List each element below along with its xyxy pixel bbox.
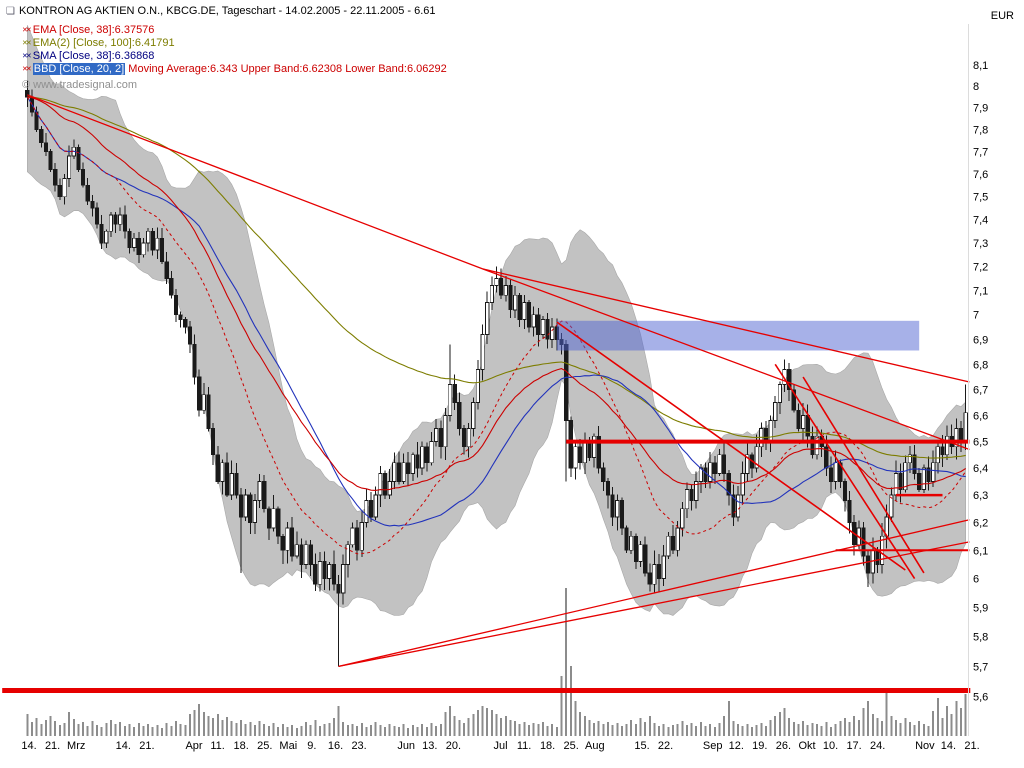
legend-item-ema38[interactable]: ✕✕ EMA [Close, 38]:6.37576 — [22, 24, 447, 37]
svg-text:8,1: 8,1 — [973, 60, 988, 72]
legend-item-ema100[interactable]: ✕✕ EMA(2) [Close, 100]:6.41791 — [22, 37, 447, 50]
svg-text:5,6: 5,6 — [973, 692, 988, 704]
svg-text:16.: 16. — [328, 740, 343, 752]
series-sample-icon: ✕✕ — [22, 53, 32, 60]
svg-text:6,1: 6,1 — [973, 545, 988, 557]
svg-text:6,2: 6,2 — [973, 517, 988, 529]
svg-text:6,7: 6,7 — [973, 385, 988, 397]
svg-text:14.: 14. — [21, 740, 36, 752]
bollinger-band — [27, 25, 966, 616]
svg-text:7,2: 7,2 — [973, 262, 988, 274]
svg-text:21.: 21. — [139, 740, 154, 752]
svg-text:Mrz: Mrz — [67, 740, 85, 752]
candles — [25, 80, 968, 667]
svg-text:20.: 20. — [446, 740, 461, 752]
legend-label: SMA [Close, 38]:6.36868 — [32, 50, 155, 62]
svg-text:21.: 21. — [964, 740, 979, 752]
svg-text:7: 7 — [973, 310, 979, 322]
svg-text:14.: 14. — [116, 740, 131, 752]
svg-text:Mai: Mai — [279, 740, 297, 752]
chart-title: KONTRON AG AKTIEN O.N., KBCG.DE, Tagesch… — [18, 5, 436, 17]
svg-text:Jun: Jun — [397, 740, 415, 752]
svg-text:7,3: 7,3 — [973, 238, 988, 250]
svg-text:5,8: 5,8 — [973, 632, 988, 644]
svg-text:11.: 11. — [517, 740, 531, 752]
svg-text:6,3: 6,3 — [973, 490, 988, 502]
watermark: © www.tradesignal.com — [22, 79, 138, 91]
ema38-line — [27, 96, 966, 491]
svg-text:24.: 24. — [870, 740, 885, 752]
svg-text:7,9: 7,9 — [973, 103, 988, 115]
trendlines — [2, 94, 971, 693]
svg-text:19.: 19. — [752, 740, 767, 752]
title-bar: ❏ KONTRON AG AKTIEN O.N., KBCG.DE, Tagesc… — [6, 5, 436, 17]
svg-text:17.: 17. — [846, 740, 861, 752]
series-sample-icon: ✕✕ — [22, 27, 32, 34]
svg-text:26.: 26. — [776, 740, 791, 752]
svg-text:11.: 11. — [210, 740, 224, 752]
series-sample-icon: ✕✕ — [22, 40, 32, 47]
volume-bars — [26, 588, 967, 736]
legend-label-selected: BBD [Close, 20, 2] — [32, 63, 126, 75]
indicator-legend: ✕✕ EMA [Close, 38]:6.37576 ✕✕ EMA(2) [Clos… — [22, 24, 447, 76]
svg-text:9.: 9. — [307, 740, 316, 752]
svg-text:18.: 18. — [234, 740, 249, 752]
svg-text:Aug: Aug — [585, 740, 605, 752]
legend-item-bbd[interactable]: ✕✕ BBD [Close, 20, 2] Moving Average:6.34… — [22, 63, 447, 76]
svg-text:22.: 22. — [658, 740, 673, 752]
svg-text:7,4: 7,4 — [973, 215, 988, 227]
svg-text:6,9: 6,9 — [973, 334, 988, 346]
svg-text:Sep: Sep — [703, 740, 723, 752]
resistance-zone-rect — [556, 320, 920, 351]
svg-text:7,6: 7,6 — [973, 169, 988, 181]
currency-label: EUR — [990, 10, 1014, 22]
svg-text:6,4: 6,4 — [973, 463, 988, 475]
legend-label: Moving Average:6.343 Upper Band:6.62308 … — [125, 63, 447, 75]
svg-text:8: 8 — [973, 81, 979, 93]
legend-item-sma38[interactable]: ✕✕ SMA [Close, 38]:6.36868 — [22, 50, 447, 63]
sma38-line — [26, 96, 966, 527]
svg-text:21.: 21. — [45, 740, 60, 752]
svg-text:5,9: 5,9 — [973, 602, 988, 614]
svg-text:7,8: 7,8 — [973, 125, 988, 137]
svg-text:6,8: 6,8 — [973, 359, 988, 371]
svg-text:13.: 13. — [422, 740, 437, 752]
svg-text:Okt: Okt — [798, 740, 815, 752]
legend-label: EMA [Close, 38]:6.37576 — [32, 24, 155, 36]
svg-text:6,6: 6,6 — [973, 410, 988, 422]
svg-text:7,5: 7,5 — [973, 192, 988, 204]
svg-text:5,7: 5,7 — [973, 661, 988, 673]
svg-text:14.: 14. — [941, 740, 956, 752]
svg-text:10.: 10. — [823, 740, 838, 752]
svg-text:23.: 23. — [351, 740, 366, 752]
svg-text:18.: 18. — [540, 740, 555, 752]
series-sample-icon: ✕✕ — [22, 66, 32, 73]
svg-text:15.: 15. — [634, 740, 649, 752]
svg-text:7,1: 7,1 — [973, 285, 988, 297]
x-axis-labels: 14. 21. Mrz 14. 21. Apr 11. 18. 25. Mai 9. 16. 23. Ju… — [21, 740, 979, 752]
svg-text:6: 6 — [973, 574, 979, 586]
svg-text:25.: 25. — [257, 740, 272, 752]
svg-text:6,5: 6,5 — [973, 437, 988, 449]
svg-text:7,7: 7,7 — [973, 147, 988, 159]
window-icon: ❏ — [6, 6, 15, 17]
svg-text:12.: 12. — [729, 740, 744, 752]
y-axis-labels: 8,1 8 7,9 7,8 7,7 7,6 7,5 7,4 7,3 7,2 7,1 7 6,9 6,8 6,… — [973, 60, 988, 704]
legend-label: EMA(2) [Close, 100]:6.41791 — [32, 37, 175, 49]
svg-text:25.: 25. — [564, 740, 579, 752]
svg-text:Apr: Apr — [185, 740, 202, 752]
svg-text:Nov: Nov — [915, 740, 935, 752]
ema100-line — [27, 96, 966, 459]
svg-text:Jul: Jul — [493, 740, 507, 752]
